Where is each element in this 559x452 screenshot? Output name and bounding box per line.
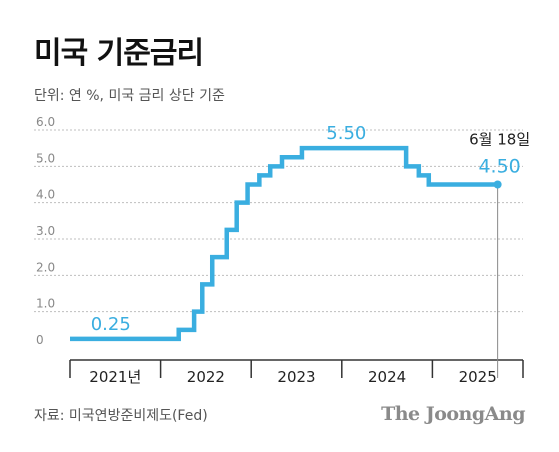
y-tick-labels: 0 1.0 2.0 3.0 4.0 5.0 6.0 xyxy=(36,115,55,347)
value-label: 5.50 xyxy=(326,123,366,144)
x-tick-label: 2021년 xyxy=(89,368,141,386)
unit-note: 단위: 연 %, 미국 금리 상단 기준 xyxy=(34,88,225,104)
annotations: 0.25 5.50 6월 18일 4.50 xyxy=(91,123,530,378)
y-tick-label: 6.0 xyxy=(36,115,55,129)
x-tick-label: 2022 xyxy=(187,368,225,386)
y-tick-label: 1.0 xyxy=(36,297,55,311)
y-tick-label: 2.0 xyxy=(36,260,55,274)
latest-date-label: 6월 18일 xyxy=(469,131,530,149)
brand-logo: The JoongAng xyxy=(381,403,525,425)
grid-lines xyxy=(34,129,523,313)
y-tick-label: 3.0 xyxy=(36,224,55,238)
x-tick-label: 2025 xyxy=(459,368,497,386)
y-tick-label: 4.0 xyxy=(36,188,55,202)
y-tick-label: 0 xyxy=(36,333,44,347)
source-note: 자료: 미국연방준비제도(Fed) xyxy=(34,408,208,424)
x-tick-label: 2023 xyxy=(277,368,315,386)
latest-point xyxy=(493,180,502,189)
x-tick-label: 2024 xyxy=(368,368,406,386)
y-tick-label: 5.0 xyxy=(36,151,55,165)
page-title: 미국 기준금리 xyxy=(34,36,204,71)
rate-step-line xyxy=(70,145,498,342)
latest-value-label: 4.50 xyxy=(478,156,520,178)
x-axis: 2021년 2022 2023 2024 2025 xyxy=(69,359,524,386)
series-layer xyxy=(70,145,498,342)
value-label: 0.25 xyxy=(91,314,131,335)
